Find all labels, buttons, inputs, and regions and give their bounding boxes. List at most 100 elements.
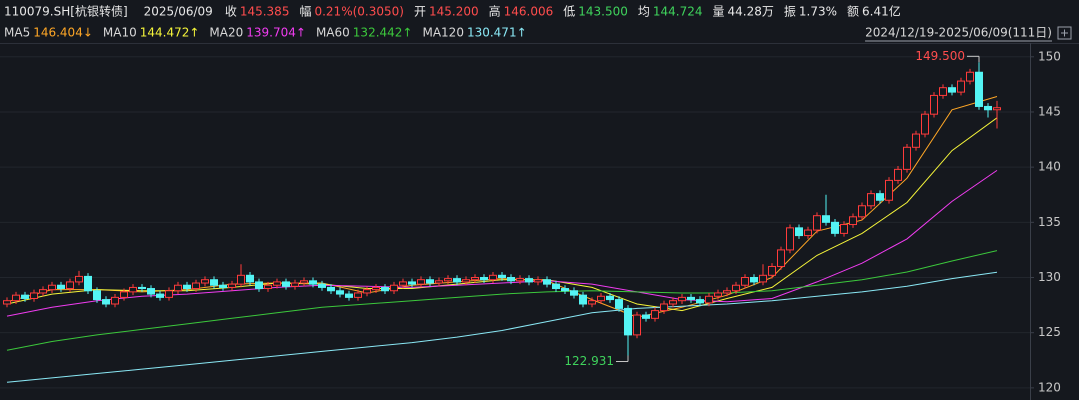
candle-body: [570, 290, 578, 296]
candle-body: [327, 286, 335, 292]
info-label: 幅: [299, 4, 311, 19]
candle-body: [912, 133, 920, 148]
info-value: 146.006: [504, 5, 554, 19]
candle-body: [255, 281, 263, 290]
candle-body: [273, 281, 281, 286]
info-label: 额: [847, 5, 859, 19]
legend-name: MA60: [316, 26, 350, 40]
candle-body: [147, 288, 155, 295]
legend-value: 144.472↑: [140, 26, 200, 40]
candle-body: [66, 281, 74, 290]
candle-body: [516, 278, 524, 282]
candle-body: [12, 294, 20, 302]
candle-body: [219, 284, 227, 288]
candle-body: [30, 292, 38, 299]
candle-body: [138, 286, 146, 290]
info-value: 0.21%(0.3050): [314, 5, 403, 19]
candle-body: [804, 229, 812, 237]
candle-body: [633, 314, 641, 336]
candle-body: [777, 249, 785, 267]
candle-body: [318, 283, 326, 288]
candle-body: [840, 224, 848, 234]
candle-body: [21, 294, 29, 299]
candle-body: [732, 284, 740, 292]
icon[interactable]: [1057, 26, 1072, 40]
info-value: 145.385: [240, 5, 290, 19]
candle-body: [813, 215, 821, 231]
candle-body: [975, 71, 983, 107]
candle-body: [390, 284, 398, 292]
candle-body: [3, 300, 11, 305]
candle-body: [264, 284, 272, 290]
info-label: 振: [784, 5, 796, 19]
candle-body: [183, 284, 191, 290]
candle-body: [642, 314, 650, 319]
y-tick-label: 150: [1038, 49, 1061, 63]
candle-body: [444, 278, 452, 282]
candle-body: [543, 279, 551, 285]
legend-value: 132.442↑: [353, 26, 413, 40]
candle-body: [957, 80, 965, 93]
candle-body: [75, 275, 83, 283]
candle-body: [885, 179, 893, 201]
candle-body: [84, 275, 92, 292]
candle-body: [102, 299, 110, 305]
candle-body: [471, 277, 479, 281]
candle-body: [399, 281, 407, 286]
candle-body: [624, 307, 632, 336]
y-tick-label: 135: [1038, 215, 1061, 229]
candle-body: [921, 113, 929, 135]
ma-line: [6, 250, 998, 351]
y-tick-label: 145: [1038, 104, 1061, 118]
candle-body: [534, 279, 542, 283]
candle-body: [552, 283, 560, 290]
candle-body: [966, 71, 974, 82]
candle-body: [507, 277, 515, 282]
candle-body: [822, 215, 830, 223]
candle-body: [174, 284, 182, 292]
candle-body: [615, 299, 623, 309]
candle-body: [489, 274, 497, 281]
candle-body: [939, 87, 947, 96]
candle-body: [696, 299, 704, 304]
candle-body: [948, 87, 956, 93]
date: 2025/06/09: [144, 5, 213, 19]
candle-body: [120, 291, 128, 298]
annotation-label: 149.500: [915, 49, 965, 63]
candle-body: [291, 282, 299, 287]
candle-body: [678, 296, 686, 302]
legend-value: 139.704↑: [246, 26, 306, 40]
candle-body: [660, 303, 668, 312]
candle-body: [588, 300, 596, 305]
candle-body: [354, 292, 362, 298]
candle-body: [156, 293, 164, 298]
candle-body: [750, 277, 758, 283]
candle-body: [930, 94, 938, 115]
candle-body: [210, 279, 218, 286]
candle-body: [426, 279, 434, 284]
legend-value: 130.471↑: [467, 26, 527, 40]
legend-name: MA120: [422, 26, 463, 40]
toolbar-icons: [1057, 26, 1072, 40]
candle-body: [561, 288, 569, 292]
candle-body: [795, 227, 803, 237]
candle-body: [363, 289, 371, 294]
candle-body: [282, 281, 290, 287]
candle-body: [831, 221, 839, 234]
candle-body: [759, 274, 767, 283]
candle-body: [372, 286, 380, 291]
candle-body: [480, 277, 488, 281]
candle-body: [984, 105, 992, 111]
legend-value: 146.404↓: [33, 26, 93, 40]
candle-body: [93, 290, 101, 301]
ma-line: [6, 271, 998, 383]
candle-body: [345, 293, 353, 298]
candle-body: [687, 296, 695, 301]
y-tick-label: 120: [1038, 380, 1061, 394]
candle-body: [246, 274, 254, 283]
legend-name: MA5: [4, 26, 30, 40]
candle-body: [309, 280, 317, 285]
candle-body: [129, 286, 137, 293]
